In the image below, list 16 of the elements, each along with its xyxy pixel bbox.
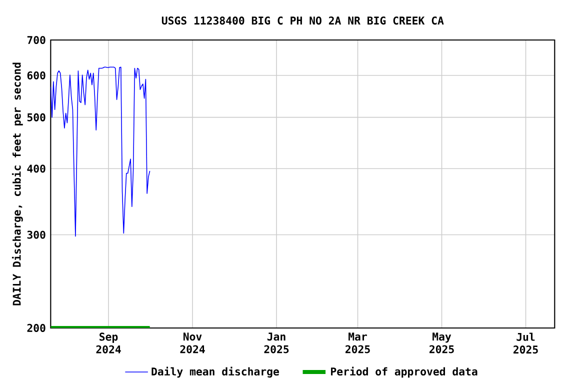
y-tick-label: 300 (27, 230, 46, 239)
chart-title: USGS 11238400 BIG C PH NO 2A NR BIG CREEK CA (162, 16, 444, 25)
y-tick-label: 200 (27, 324, 46, 332)
y-tick-label: 500 (27, 113, 46, 122)
x-tick-label: Jan 2025 (264, 332, 289, 354)
y-axis-title: DAILY Discharge, cubic feet per second (12, 62, 23, 306)
y-tick-label: 700 (27, 36, 46, 44)
x-tick-label: May 2025 (430, 332, 454, 354)
y-tick-label: 400 (27, 164, 46, 173)
x-tick-label: Nov 2024 (180, 332, 205, 354)
y-tick-label: 600 (27, 71, 46, 80)
legend-label: Period of approved data (331, 366, 478, 378)
x-tick-label: Jul 2025 (514, 332, 538, 354)
x-tick-label: Sep 2024 (96, 332, 121, 354)
legend-label: Daily mean discharge (152, 366, 279, 378)
x-tick-label: Mar 2025 (346, 332, 370, 354)
